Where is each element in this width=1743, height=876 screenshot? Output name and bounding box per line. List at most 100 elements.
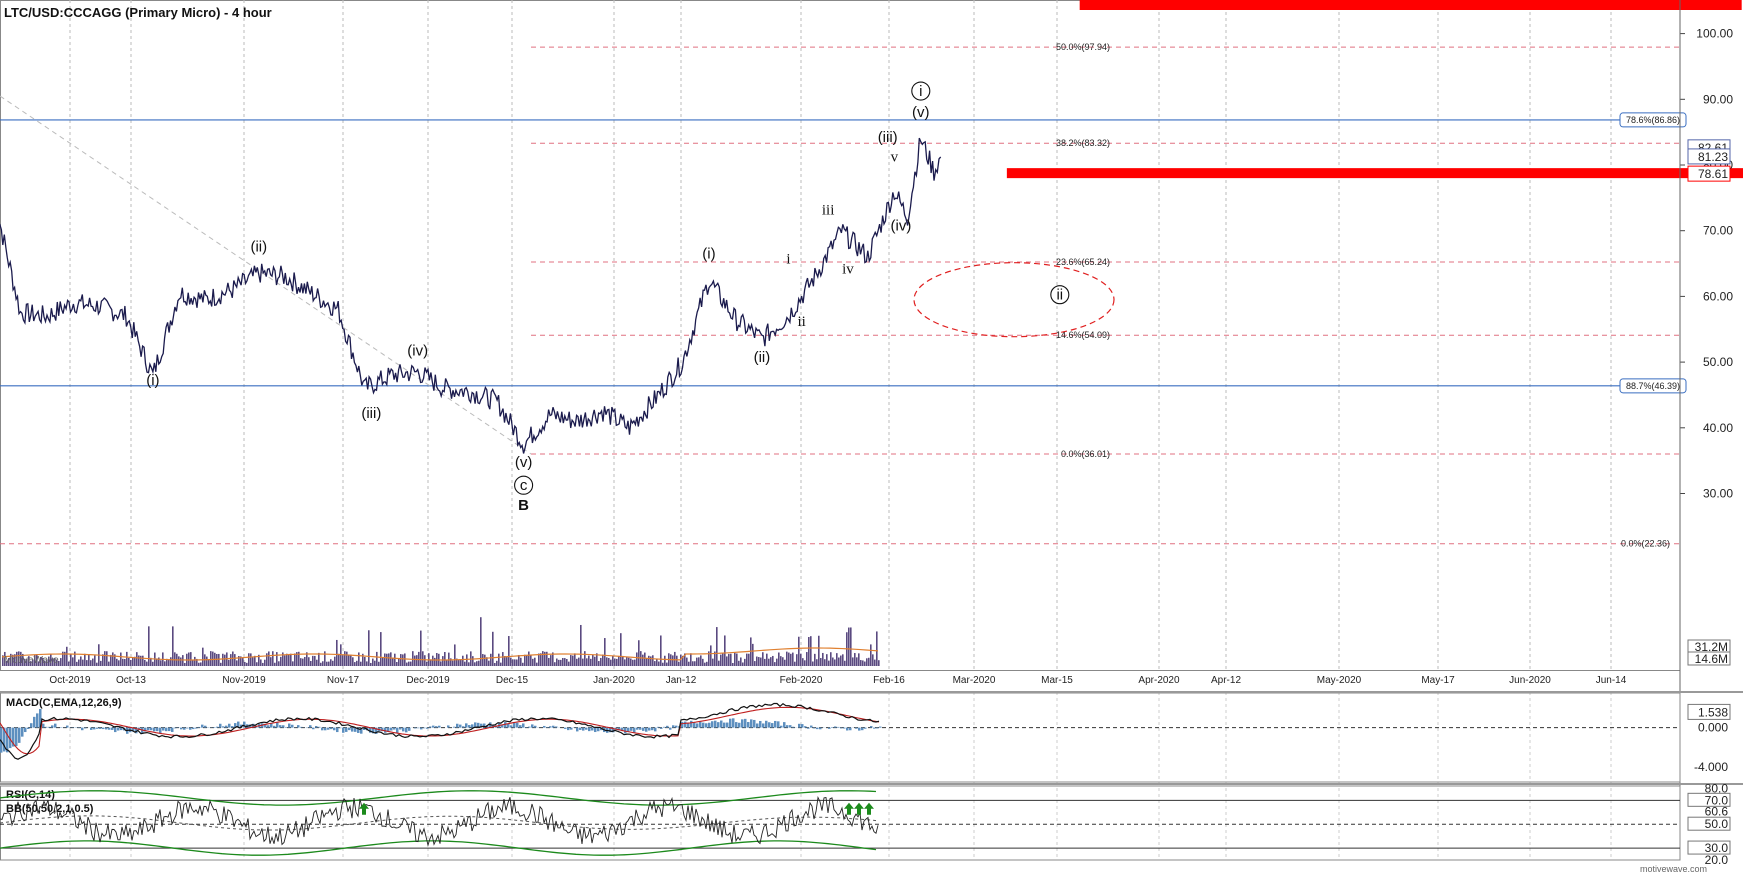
volume-bar bbox=[706, 661, 708, 666]
volume-bar bbox=[464, 661, 466, 666]
volume-bar bbox=[876, 631, 878, 666]
macd-histogram-bar bbox=[144, 727, 147, 732]
rsi-value-box bbox=[1687, 816, 1731, 831]
volume-bar bbox=[408, 661, 410, 666]
macd-histogram-bar bbox=[321, 727, 324, 731]
macd-histogram-bar bbox=[174, 727, 177, 729]
macd-histogram-bar bbox=[720, 720, 723, 728]
volume-bar bbox=[94, 655, 96, 666]
volume-bar bbox=[612, 656, 614, 666]
volume-bar bbox=[84, 653, 86, 666]
volume-bar bbox=[732, 662, 734, 666]
volume-bar bbox=[868, 657, 870, 666]
macd-histogram-bar bbox=[738, 722, 741, 728]
macd-histogram-bar bbox=[267, 725, 270, 728]
macd-histogram-bar bbox=[402, 727, 405, 732]
rsi-tick-label: 70.0 bbox=[1705, 793, 1729, 807]
volume-bar bbox=[624, 659, 626, 666]
volume-bar bbox=[704, 662, 706, 666]
macd-histogram-bar bbox=[792, 726, 795, 728]
macd-histogram-bar bbox=[456, 723, 459, 728]
macd-histogram-bar bbox=[39, 708, 42, 728]
volume-bar bbox=[538, 653, 540, 666]
macd-histogram-bar bbox=[663, 726, 666, 728]
volume-bar bbox=[724, 635, 726, 666]
macd-histogram-bar bbox=[579, 727, 582, 730]
macd-histogram-bar bbox=[45, 726, 48, 728]
rsi-tick-label: 80.0 bbox=[1705, 781, 1729, 795]
macd-histogram-bar bbox=[870, 726, 873, 728]
macd-histogram-bar bbox=[642, 727, 645, 731]
macd-histogram-bar bbox=[732, 718, 735, 728]
volume-bar bbox=[480, 617, 482, 666]
macd-histogram-bar bbox=[543, 725, 546, 728]
wave-label: (iv) bbox=[407, 343, 428, 360]
wave-label-circle bbox=[1050, 285, 1070, 305]
macd-histogram-bar bbox=[873, 727, 876, 729]
x-tick-label: Mar-15 bbox=[1041, 675, 1073, 686]
macd-histogram-bar bbox=[117, 727, 120, 731]
volume-bar bbox=[354, 662, 356, 666]
volume-bar bbox=[22, 653, 24, 666]
fib-level-label: 0.0%(22.36) bbox=[1621, 539, 1670, 549]
volume-bar bbox=[130, 660, 132, 666]
volume-bar bbox=[358, 652, 360, 666]
volume-bar bbox=[816, 659, 818, 666]
volume-bar bbox=[484, 654, 486, 666]
macd-histogram-bar bbox=[348, 727, 351, 731]
macd-histogram-bar bbox=[492, 724, 495, 728]
macd-histogram-bar bbox=[84, 727, 87, 729]
macd-histogram-bar bbox=[30, 723, 33, 728]
volume-bar bbox=[180, 657, 182, 666]
macd-histogram-bar bbox=[198, 726, 201, 728]
volume-bar bbox=[434, 657, 436, 666]
volume-bar bbox=[338, 653, 340, 666]
volume-bar bbox=[310, 660, 312, 666]
macd-tick-label: 0.000 bbox=[1698, 721, 1728, 735]
fib-level-label: 0.0%(36.01) bbox=[1061, 449, 1110, 459]
wave-label: (ii) bbox=[250, 239, 267, 256]
volume-bar bbox=[634, 659, 636, 666]
volume-bar bbox=[62, 651, 64, 666]
volume-bar bbox=[532, 658, 534, 666]
macd-histogram-bar bbox=[648, 727, 651, 731]
volume-bar bbox=[284, 655, 286, 666]
volume-bar bbox=[332, 660, 334, 666]
volume-bar bbox=[48, 656, 50, 666]
macd-histogram-bar bbox=[660, 727, 663, 729]
volume-bar bbox=[220, 662, 222, 666]
macd-histogram-bar bbox=[147, 727, 150, 731]
volume-bar bbox=[874, 659, 876, 666]
volume-bar bbox=[224, 654, 226, 666]
macd-histogram-bar bbox=[516, 722, 519, 728]
volume-bar bbox=[734, 652, 736, 666]
volume-bar bbox=[686, 657, 688, 666]
volume-bar bbox=[266, 653, 268, 666]
volume-bar bbox=[730, 653, 732, 666]
volume-bar bbox=[758, 657, 760, 666]
volume-bar bbox=[592, 654, 594, 666]
volume-bar bbox=[692, 661, 694, 666]
volume-bar bbox=[626, 657, 628, 666]
volume-bar bbox=[822, 652, 824, 666]
volume-bar bbox=[430, 659, 432, 666]
volume-bar bbox=[620, 633, 622, 666]
volume-bar bbox=[112, 652, 114, 666]
volume-bar bbox=[604, 638, 606, 666]
macd-histogram-bar bbox=[588, 727, 591, 732]
macd-histogram-bar bbox=[741, 719, 744, 728]
volume-bar bbox=[368, 630, 370, 666]
macd-histogram-bar bbox=[684, 721, 687, 728]
volume-bar bbox=[552, 652, 554, 666]
volume-bar bbox=[548, 657, 550, 666]
macd-histogram-bar bbox=[108, 727, 111, 730]
volume-bar bbox=[870, 644, 872, 666]
macd-histogram-bar bbox=[483, 723, 486, 728]
volume-bar bbox=[100, 660, 102, 666]
volume-bar bbox=[66, 646, 68, 666]
macd-histogram-bar bbox=[756, 723, 759, 728]
volume-bar bbox=[396, 661, 398, 666]
macd-histogram-bar bbox=[414, 727, 417, 729]
macd-histogram-bar bbox=[219, 723, 222, 728]
macd-histogram-bar bbox=[372, 727, 375, 734]
